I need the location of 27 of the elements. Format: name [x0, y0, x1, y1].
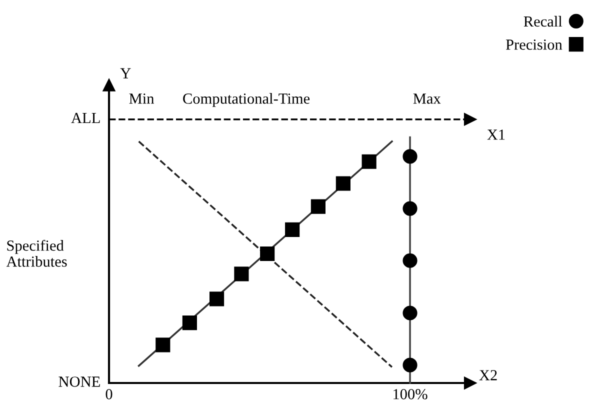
text: ALL	[71, 112, 100, 124]
legend-label: Recall	[524, 16, 562, 27]
x-tick-label: 0	[106, 389, 112, 400]
point	[402, 358, 418, 372]
legend-label: Precision	[506, 40, 562, 50]
point	[234, 266, 249, 282]
text: Min	[129, 94, 154, 104]
point	[402, 253, 418, 268]
point	[285, 222, 300, 237]
x-tick-label: 100%	[394, 389, 428, 400]
point	[260, 246, 275, 262]
point	[362, 154, 376, 169]
text: Y	[120, 68, 131, 78]
text: Max	[413, 94, 441, 104]
text: NONE	[58, 376, 100, 387]
point	[402, 201, 418, 216]
x-axis-title: X2	[479, 370, 497, 380]
point	[182, 316, 197, 330]
point	[402, 306, 418, 320]
point	[310, 199, 326, 214]
point	[156, 338, 170, 352]
point	[209, 292, 224, 306]
ref-line-label: X1	[487, 130, 505, 140]
y-axis-title: Specified Attributes	[6, 240, 67, 267]
point	[336, 176, 350, 191]
x2-axis-title: Computational-Time	[183, 93, 310, 107]
point	[402, 149, 418, 164]
